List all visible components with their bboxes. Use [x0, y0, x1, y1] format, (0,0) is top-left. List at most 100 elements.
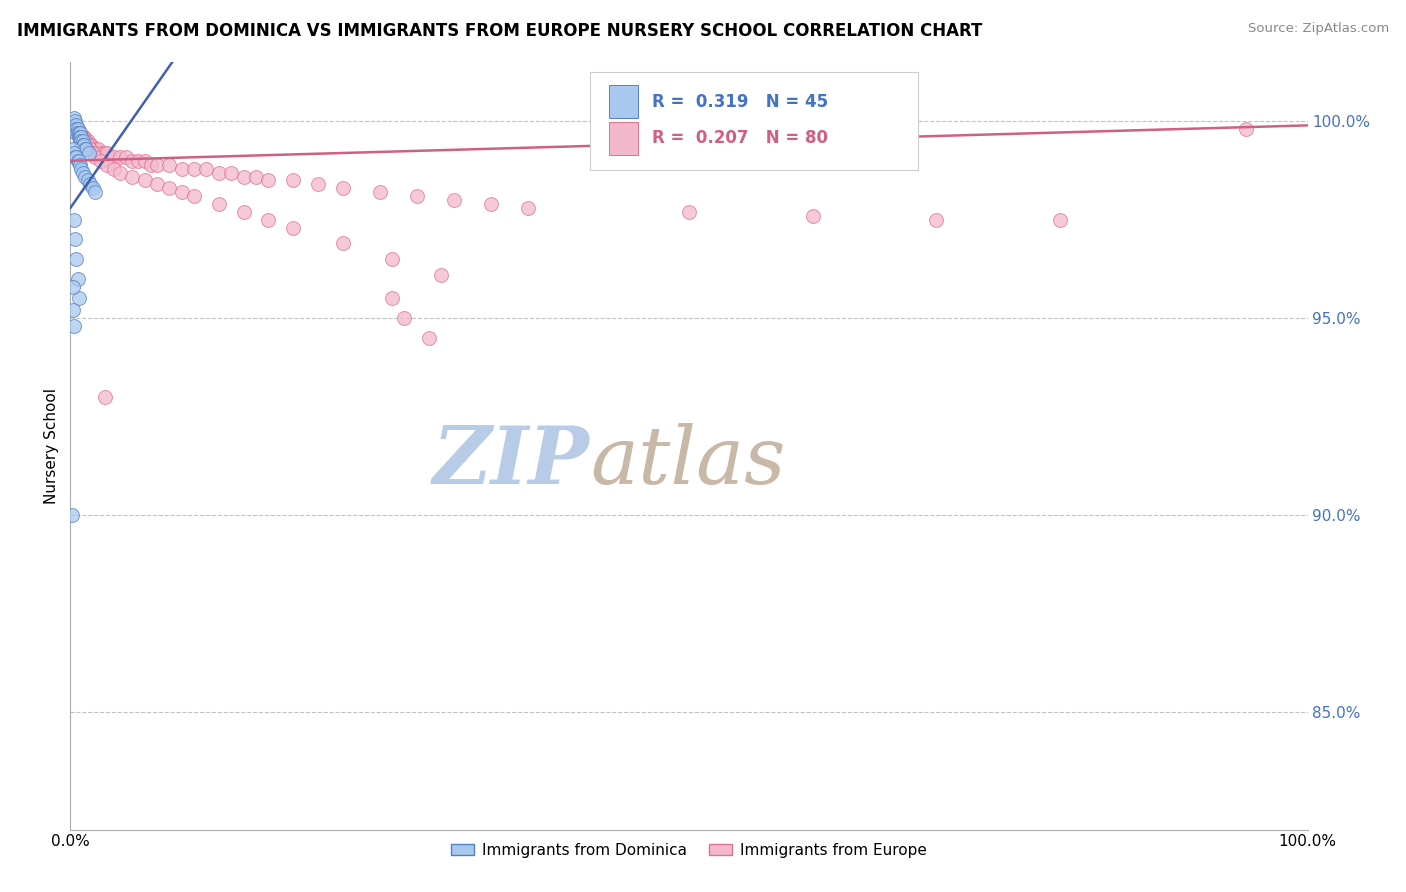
Point: [79, 142, 101, 156]
Point: [1234, 122, 1257, 136]
Point: [73, 130, 96, 145]
Point: [96, 158, 118, 172]
Point: [69, 134, 91, 148]
Point: [257, 173, 280, 187]
Point: [332, 236, 354, 251]
Point: [281, 173, 304, 187]
Point: [65, 122, 87, 136]
Point: [72, 130, 94, 145]
Point: [66, 126, 89, 140]
Point: [394, 311, 416, 326]
Text: atlas: atlas: [591, 423, 786, 500]
Point: [67, 153, 90, 168]
Point: [479, 197, 502, 211]
Point: [281, 220, 304, 235]
Point: [79, 178, 101, 192]
Point: [232, 169, 254, 184]
Point: [80, 138, 103, 153]
Point: [146, 158, 169, 172]
Point: [332, 181, 354, 195]
Point: [678, 205, 700, 219]
Point: [84, 142, 107, 156]
Point: [65, 114, 87, 128]
Point: [63, 145, 86, 160]
Point: [170, 161, 193, 176]
Point: [115, 150, 138, 164]
Point: [103, 150, 125, 164]
Point: [94, 145, 117, 160]
Point: [146, 178, 169, 192]
Point: [72, 138, 94, 153]
Point: [405, 189, 427, 203]
Point: [66, 126, 89, 140]
Point: [430, 268, 453, 282]
Point: [69, 158, 91, 172]
Point: [183, 161, 205, 176]
FancyBboxPatch shape: [609, 85, 638, 119]
Point: [73, 138, 96, 153]
Point: [67, 292, 90, 306]
Point: [63, 318, 86, 333]
Point: [103, 161, 125, 176]
Point: [219, 165, 242, 179]
Point: [108, 150, 131, 164]
Point: [183, 189, 205, 203]
Point: [82, 145, 104, 160]
Point: [90, 153, 112, 168]
Point: [208, 197, 231, 211]
Text: Source: ZipAtlas.com: Source: ZipAtlas.com: [1249, 22, 1389, 36]
Point: [77, 145, 100, 160]
Point: [63, 119, 86, 133]
Point: [84, 186, 107, 200]
Point: [65, 252, 87, 267]
Point: [381, 292, 404, 306]
Point: [134, 153, 156, 168]
Point: [65, 122, 87, 136]
Point: [65, 232, 87, 246]
Point: [232, 205, 254, 219]
Point: [69, 126, 91, 140]
Point: [60, 508, 83, 522]
Text: ZIP: ZIP: [433, 423, 591, 500]
Point: [77, 138, 100, 153]
Point: [90, 145, 112, 160]
Text: R =  0.207   N = 80: R = 0.207 N = 80: [652, 129, 828, 147]
Point: [70, 161, 93, 176]
Point: [67, 126, 90, 140]
Point: [75, 142, 97, 156]
Point: [66, 153, 89, 168]
Y-axis label: Nursery School: Nursery School: [44, 388, 59, 504]
Point: [63, 119, 86, 133]
Point: [75, 169, 97, 184]
Point: [62, 279, 84, 293]
Point: [65, 126, 87, 140]
Point: [65, 122, 87, 136]
Point: [79, 138, 101, 153]
Point: [62, 303, 84, 318]
Point: [75, 142, 97, 156]
FancyBboxPatch shape: [609, 121, 638, 155]
Point: [63, 212, 86, 227]
Point: [75, 134, 97, 148]
Point: [245, 169, 267, 184]
Point: [75, 134, 97, 148]
Text: IMMIGRANTS FROM DOMINICA VS IMMIGRANTS FROM EUROPE NURSERY SCHOOL CORRELATION CH: IMMIGRANTS FROM DOMINICA VS IMMIGRANTS F…: [17, 22, 983, 40]
Point: [65, 150, 87, 164]
Point: [381, 252, 404, 267]
Point: [84, 150, 107, 164]
Point: [66, 122, 89, 136]
Point: [69, 126, 91, 140]
Point: [121, 153, 143, 168]
Point: [65, 122, 87, 136]
Point: [195, 161, 218, 176]
FancyBboxPatch shape: [591, 71, 918, 169]
Point: [66, 272, 89, 286]
Point: [62, 142, 84, 156]
Point: [517, 201, 540, 215]
Point: [82, 142, 104, 156]
Point: [76, 138, 98, 153]
Point: [443, 193, 465, 207]
Point: [139, 158, 162, 172]
Point: [86, 142, 108, 156]
Point: [76, 173, 98, 187]
